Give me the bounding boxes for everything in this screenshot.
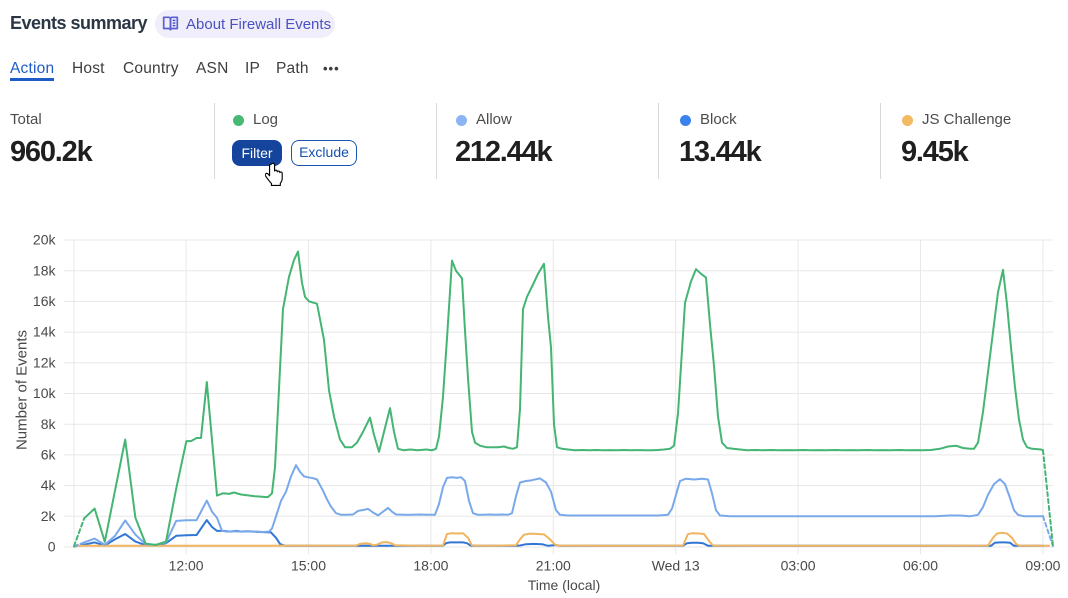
svg-text:10k: 10k [33, 385, 57, 401]
svg-text:4k: 4k [41, 477, 57, 493]
svg-text:20k: 20k [33, 232, 57, 248]
svg-text:Number of Events: Number of Events [14, 330, 31, 450]
svg-text:12k: 12k [33, 354, 57, 370]
svg-text:2k: 2k [41, 508, 57, 524]
svg-text:8k: 8k [41, 416, 57, 432]
svg-text:18k: 18k [33, 262, 57, 278]
svg-text:Wed 13: Wed 13 [652, 558, 700, 574]
svg-text:12:00: 12:00 [169, 558, 204, 574]
svg-text:03:00: 03:00 [781, 558, 816, 574]
svg-text:16k: 16k [33, 293, 57, 309]
svg-text:14k: 14k [33, 324, 57, 340]
svg-text:09:00: 09:00 [1025, 558, 1060, 574]
svg-text:06:00: 06:00 [903, 558, 938, 574]
svg-text:Time (local): Time (local) [528, 577, 601, 593]
svg-text:15:00: 15:00 [291, 558, 326, 574]
svg-text:6k: 6k [41, 447, 57, 463]
svg-text:18:00: 18:00 [413, 558, 448, 574]
svg-text:0: 0 [48, 539, 56, 555]
svg-text:21:00: 21:00 [536, 558, 571, 574]
